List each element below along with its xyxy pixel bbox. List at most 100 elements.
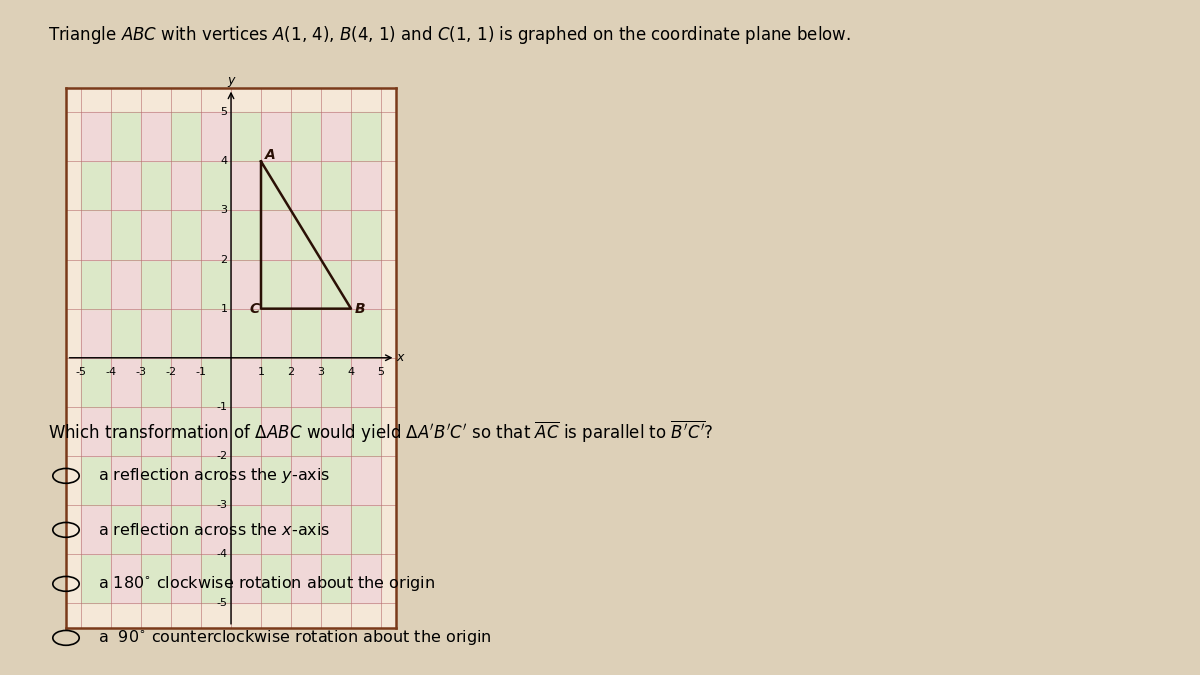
Bar <box>112 456 142 505</box>
Bar <box>172 211 202 260</box>
Bar <box>230 211 262 260</box>
Bar <box>172 161 202 211</box>
Text: -3: -3 <box>136 367 146 377</box>
Bar <box>292 554 322 603</box>
Text: -4: -4 <box>216 549 228 559</box>
Bar <box>292 161 322 211</box>
Text: y: y <box>227 74 235 87</box>
Bar <box>112 211 142 260</box>
Bar <box>82 505 112 554</box>
Bar <box>202 407 230 456</box>
Bar <box>202 505 230 554</box>
Bar <box>82 112 112 161</box>
Bar <box>142 161 172 211</box>
Bar <box>202 260 230 308</box>
Bar <box>230 308 262 358</box>
Bar <box>142 554 172 603</box>
Text: 3: 3 <box>318 367 324 377</box>
Bar <box>292 112 322 161</box>
Bar <box>230 358 262 407</box>
Bar <box>352 505 382 554</box>
Text: -2: -2 <box>216 451 228 461</box>
Bar <box>230 260 262 308</box>
Bar <box>82 358 112 407</box>
Bar <box>202 554 230 603</box>
Text: 1: 1 <box>221 304 228 314</box>
Bar <box>352 407 382 456</box>
Bar <box>112 505 142 554</box>
Text: -1: -1 <box>196 367 206 377</box>
Text: a reflection across the $\mathit{x}$-axis: a reflection across the $\mathit{x}$-axi… <box>98 522 331 538</box>
Bar <box>112 407 142 456</box>
Text: 4: 4 <box>221 157 228 166</box>
Bar <box>352 211 382 260</box>
Bar <box>142 112 172 161</box>
Bar <box>142 456 172 505</box>
Bar <box>262 211 292 260</box>
Bar <box>292 456 322 505</box>
Bar <box>230 112 262 161</box>
Bar <box>292 505 322 554</box>
Bar <box>352 554 382 603</box>
Text: Triangle $\mathit{ABC}$ with vertices $\mathit{A}$(1, 4), $\mathit{B}$(4, 1) and: Triangle $\mathit{ABC}$ with vertices $\… <box>48 24 851 46</box>
Text: -5: -5 <box>216 598 228 608</box>
Text: -2: -2 <box>166 367 176 377</box>
Bar <box>82 308 112 358</box>
Bar <box>262 308 292 358</box>
Bar <box>112 260 142 308</box>
Bar <box>322 112 352 161</box>
Bar <box>230 161 262 211</box>
Bar <box>82 211 112 260</box>
Bar <box>142 358 172 407</box>
Bar <box>352 260 382 308</box>
Text: 5: 5 <box>221 107 228 117</box>
Text: 2: 2 <box>288 367 294 377</box>
Bar <box>322 554 352 603</box>
Bar <box>112 161 142 211</box>
Bar <box>262 456 292 505</box>
Text: -3: -3 <box>216 500 228 510</box>
Bar <box>202 358 230 407</box>
Bar <box>292 260 322 308</box>
Text: 2: 2 <box>221 254 228 265</box>
Bar <box>82 554 112 603</box>
Bar <box>82 456 112 505</box>
Bar <box>322 358 352 407</box>
Bar <box>352 112 382 161</box>
Bar <box>112 308 142 358</box>
Text: a reflection across the $\mathit{y}$-axis: a reflection across the $\mathit{y}$-axi… <box>98 466 331 485</box>
Bar <box>322 161 352 211</box>
Text: 5: 5 <box>378 367 384 377</box>
Bar <box>202 211 230 260</box>
Bar <box>112 112 142 161</box>
Text: B: B <box>355 302 365 316</box>
Bar <box>262 161 292 211</box>
Bar <box>172 358 202 407</box>
Bar <box>112 358 142 407</box>
Bar <box>262 505 292 554</box>
Bar <box>262 260 292 308</box>
Bar <box>230 554 262 603</box>
Text: a 180$^{\circ}$ clockwise rotation about the origin: a 180$^{\circ}$ clockwise rotation about… <box>98 574 436 593</box>
Bar <box>112 554 142 603</box>
Text: -5: -5 <box>76 367 86 377</box>
Text: A: A <box>265 148 275 162</box>
Bar <box>322 407 352 456</box>
Text: 3: 3 <box>221 205 228 215</box>
Bar <box>352 456 382 505</box>
Text: -1: -1 <box>216 402 228 412</box>
Bar <box>172 554 202 603</box>
Bar <box>322 505 352 554</box>
Bar <box>142 260 172 308</box>
Text: 1: 1 <box>258 367 264 377</box>
Bar <box>262 554 292 603</box>
Text: Which transformation of $\Delta\mathit{ABC}$ would yield $\Delta\mathit{A}'\math: Which transformation of $\Delta\mathit{A… <box>48 418 714 445</box>
Bar <box>172 112 202 161</box>
Text: a  90$^{\circ}$ counterclockwise rotation about the origin: a 90$^{\circ}$ counterclockwise rotation… <box>98 628 492 647</box>
Bar <box>142 308 172 358</box>
Bar <box>230 407 262 456</box>
Bar <box>292 211 322 260</box>
Text: -4: -4 <box>106 367 116 377</box>
Bar <box>262 112 292 161</box>
Bar <box>172 456 202 505</box>
